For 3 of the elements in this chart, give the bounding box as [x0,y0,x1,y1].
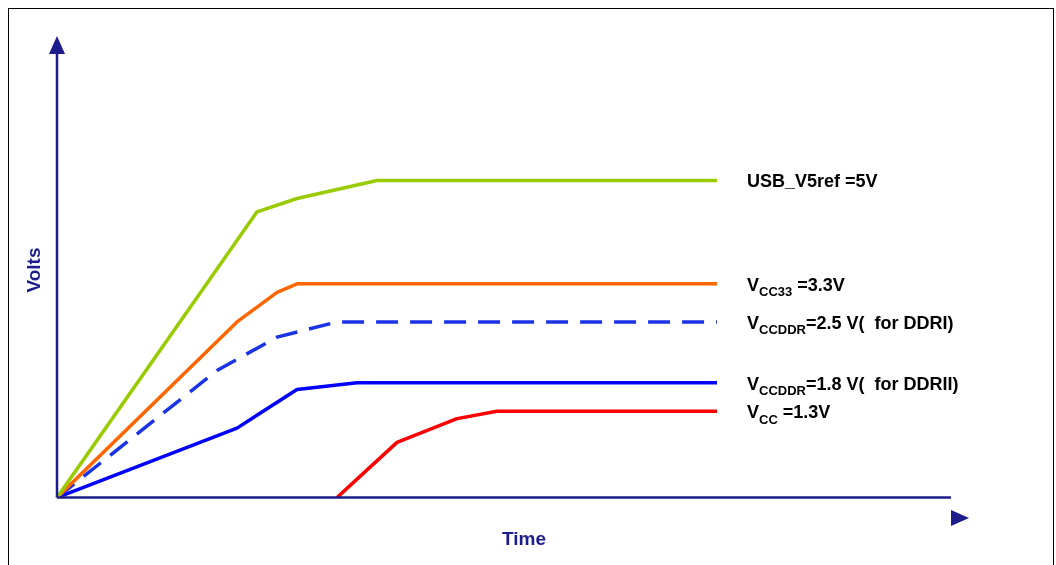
y-axis-title: Volts [23,247,45,293]
series-label: USB_V5ref =5V [747,171,878,192]
x-axis-title: Time [501,528,547,550]
